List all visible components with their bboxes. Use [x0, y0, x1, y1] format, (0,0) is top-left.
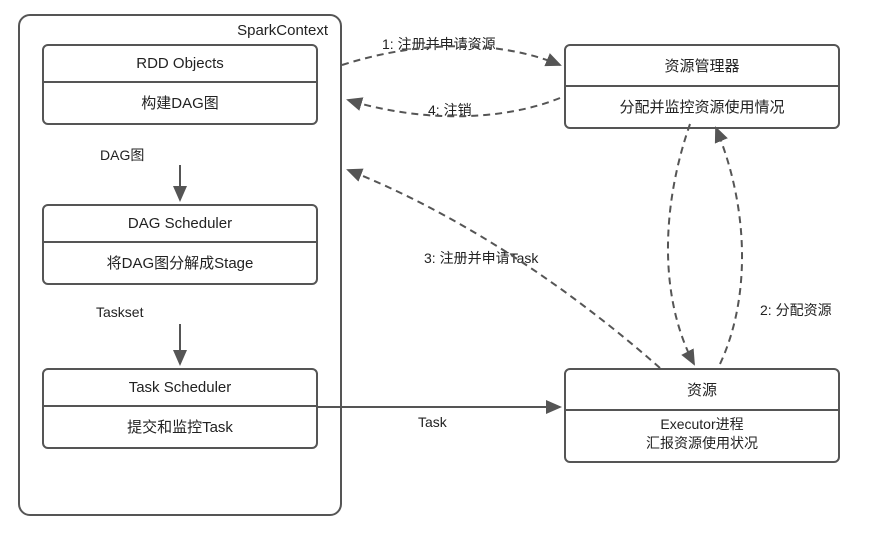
arrow-e2-down [668, 124, 694, 364]
label-task: Task [418, 414, 447, 430]
node-rdd-title: RDD Objects [44, 46, 316, 83]
label-e2: 2: 分配资源 [760, 300, 832, 320]
label-e3: 3: 注册并申请Task [424, 248, 538, 268]
node-rm-title: 资源管理器 [566, 46, 838, 87]
node-rm: 资源管理器 分配并监控资源使用情况 [564, 44, 840, 129]
node-task-title: Task Scheduler [44, 370, 316, 407]
node-rdd: RDD Objects 构建DAG图 [42, 44, 318, 125]
sparkcontext-label: SparkContext [237, 22, 328, 39]
arrow-e2-up [716, 128, 742, 364]
node-rdd-sub: 构建DAG图 [44, 83, 316, 123]
node-res-sub-line1: Executor进程 [572, 415, 832, 434]
node-res-sub: Executor进程 汇报资源使用状况 [566, 411, 838, 461]
node-rm-sub: 分配并监控资源使用情况 [566, 87, 838, 127]
node-dag-title: DAG Scheduler [44, 206, 316, 243]
label-taskset: Taskset [96, 304, 143, 320]
node-res-sub-line2: 汇报资源使用状况 [572, 434, 832, 453]
node-task-sub: 提交和监控Task [44, 407, 316, 447]
node-res: 资源 Executor进程 汇报资源使用状况 [564, 368, 840, 463]
node-res-title: 资源 [566, 370, 838, 411]
arrow-e3 [348, 170, 660, 368]
label-e4: 4: 注销 [428, 100, 472, 120]
node-dag: DAG Scheduler 将DAG图分解成Stage [42, 204, 318, 285]
label-dag-graph: DAG图 [100, 145, 144, 165]
node-dag-sub: 将DAG图分解成Stage [44, 243, 316, 283]
node-task: Task Scheduler 提交和监控Task [42, 368, 318, 449]
label-e1: 1: 注册并申请资源 [382, 34, 496, 54]
